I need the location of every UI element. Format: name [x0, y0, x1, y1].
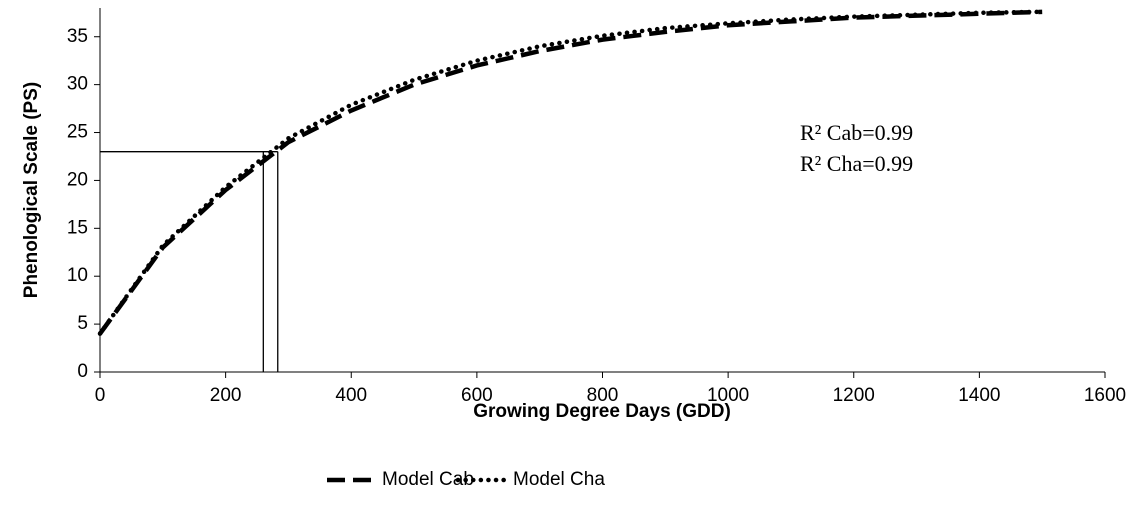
legend-label: Model Cha	[513, 469, 605, 490]
y-tick-label: 0	[77, 361, 88, 382]
y-axis-label: Phenological Scale (PS)	[21, 82, 42, 298]
annotation: R² Cab=0.99	[800, 120, 913, 145]
legend-label: Model Cab	[382, 469, 474, 490]
y-tick-label: 20	[67, 169, 88, 190]
x-tick-label: 800	[587, 385, 619, 406]
x-tick-label: 0	[95, 385, 106, 406]
x-tick-label: 1200	[833, 385, 875, 406]
y-tick-label: 15	[67, 217, 88, 238]
annotation: R² Cha=0.99	[800, 151, 913, 176]
x-tick-label: 400	[335, 385, 367, 406]
x-tick-label: 1400	[958, 385, 1000, 406]
x-tick-label: 200	[210, 385, 242, 406]
x-tick-label: 1000	[707, 385, 749, 406]
y-tick-label: 35	[67, 26, 88, 47]
y-tick-label: 5	[77, 313, 88, 334]
x-axis-label: Growing Degree Days (GDD)	[473, 401, 731, 422]
x-tick-label: 600	[461, 385, 493, 406]
x-tick-label: 1600	[1084, 385, 1126, 406]
series-line	[97, 9, 1045, 336]
y-tick-label: 30	[67, 74, 88, 95]
y-tick-label: 10	[67, 265, 88, 286]
y-tick-label: 25	[67, 122, 88, 143]
